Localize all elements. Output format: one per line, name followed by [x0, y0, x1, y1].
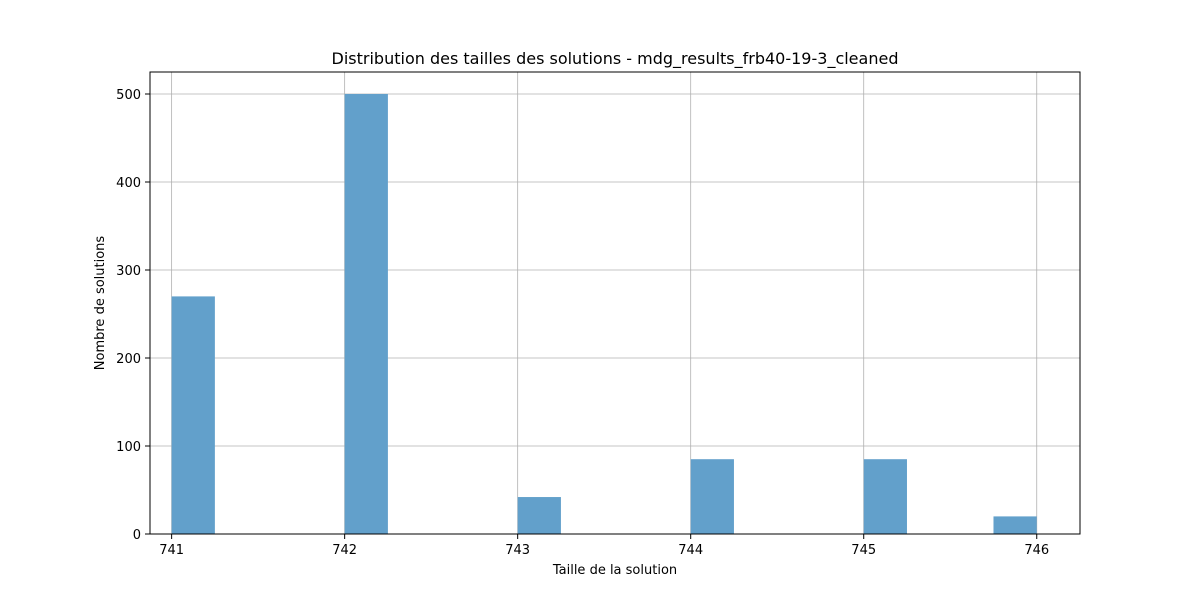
histogram-bar [344, 94, 388, 534]
x-tick-label: 745 [851, 543, 876, 558]
x-tick-label: 746 [1024, 543, 1049, 558]
histogram-bar [863, 459, 907, 534]
histogram-bar [517, 497, 561, 534]
x-axis-label: Taille de la solution [552, 563, 677, 578]
y-tick-label: 500 [116, 88, 141, 103]
x-tick-label: 743 [505, 543, 530, 558]
histogram-bar [690, 459, 734, 534]
y-tick-label: 100 [116, 440, 141, 455]
y-tick-label: 200 [116, 352, 141, 367]
y-tick-label: 400 [116, 176, 141, 191]
ticks-layer: 741 742 743 744 745 746 0 100 200 300 400 500 [116, 88, 1049, 558]
x-tick-label: 741 [159, 543, 184, 558]
x-tick-label: 742 [332, 543, 357, 558]
chart-title: Distribution des tailles des solutions -… [332, 49, 899, 69]
y-tick-label: 300 [116, 264, 141, 279]
grid-layer [150, 72, 1080, 535]
bars-layer [171, 94, 1037, 534]
x-tick-label: 744 [678, 543, 703, 558]
histogram-bar [171, 296, 215, 534]
y-tick-label: 0 [133, 528, 141, 543]
histogram-bar [993, 516, 1037, 534]
plot-frame [149, 71, 1081, 535]
y-axis-label: Nombre de solutions [93, 236, 108, 371]
